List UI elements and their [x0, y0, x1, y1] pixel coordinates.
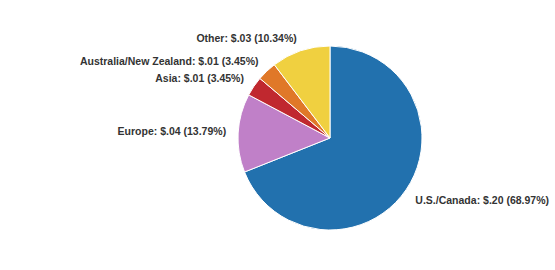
slice-label: Europe: $.04 (13.79%): [118, 125, 227, 137]
labels: U.S./Canada: $.20 (68.97%) Europe: $.04 (…: [80, 32, 549, 206]
slice: [274, 46, 330, 138]
slice-label: U.S./Canada: $.20 (68.97%): [415, 194, 549, 206]
slice-label: Asia: $.01 (3.45%): [155, 72, 244, 84]
pie: [238, 46, 422, 230]
chart: U.S./Canada: $.20 (68.97%) Europe: $.04 (…: [0, 0, 555, 270]
slice-label: Australia/New Zealand: $.01 (3.45%): [80, 55, 259, 67]
slice-label: Other: $.03 (10.34%): [196, 32, 296, 44]
